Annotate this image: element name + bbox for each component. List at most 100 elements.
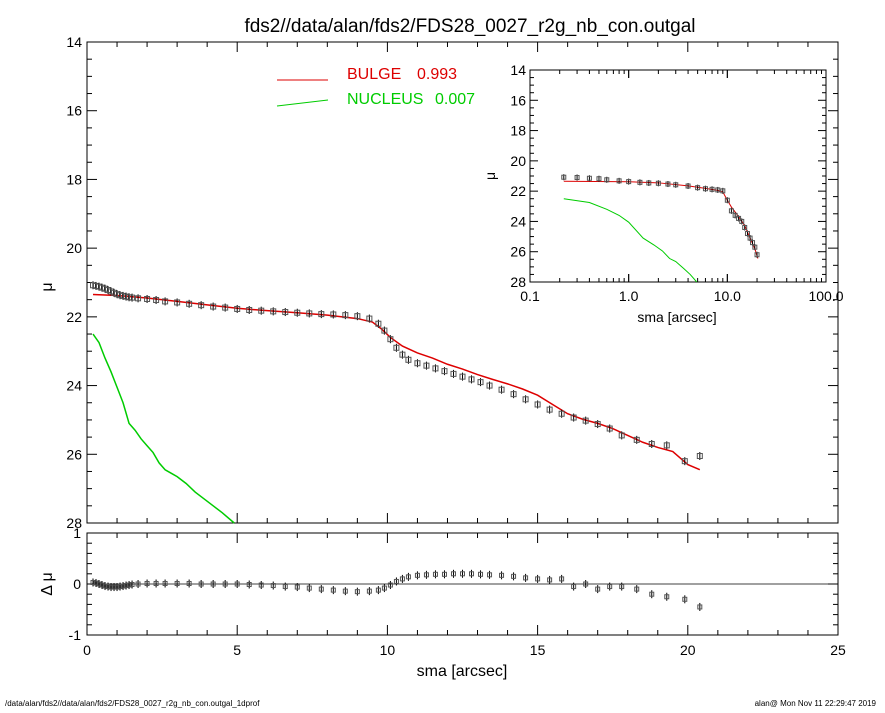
residual-point: [441, 571, 447, 577]
data-point: [450, 370, 457, 377]
data-point: [423, 362, 430, 369]
residual-point: [144, 580, 150, 586]
inset-data-point: [736, 215, 742, 221]
inset-y-tick-label: 22: [510, 183, 526, 199]
residual-x-tick-label: 15: [530, 642, 546, 658]
residual-y-tick-label: 1: [73, 525, 81, 541]
inset-data-point: [754, 252, 760, 258]
data-point: [477, 379, 484, 386]
data-point: [234, 305, 241, 312]
residual-point: [381, 585, 387, 591]
residual-point: [93, 580, 99, 586]
data-point: [126, 294, 133, 301]
data-point: [258, 307, 265, 314]
main-y-tick-label: 28: [66, 515, 82, 531]
data-point: [696, 453, 703, 460]
residual-point: [342, 588, 348, 594]
data-point: [375, 320, 382, 327]
data-point: [318, 311, 325, 318]
data-point: [120, 292, 127, 299]
residual-point: [523, 575, 529, 581]
inset-y-axis-label: μ: [482, 172, 498, 180]
main-y-tick-label: 20: [66, 240, 82, 256]
residual-point: [330, 587, 336, 593]
residual-point: [607, 584, 613, 590]
data-point: [123, 293, 130, 300]
data-point: [129, 294, 136, 301]
data-point: [648, 440, 655, 447]
inset-data-point: [715, 187, 721, 193]
inset-x-tick-label: 0.1: [520, 288, 540, 304]
data-point: [498, 386, 505, 393]
residual-series-group: [87, 569, 838, 611]
residual-point: [135, 581, 141, 587]
legend-bulge-value: 0.993: [417, 66, 457, 83]
residual-point: [682, 596, 688, 602]
inset-x-tick-label: 1.0: [619, 288, 639, 304]
residual-y-axis-label: Δ μ: [39, 572, 56, 595]
data-point: [114, 291, 121, 298]
data-point: [330, 311, 337, 318]
residual-point: [487, 572, 493, 578]
data-point: [354, 313, 361, 320]
data-point: [432, 365, 439, 372]
data-point: [174, 299, 181, 306]
data-point: [153, 297, 160, 304]
main-y-tick-label: 24: [66, 378, 82, 394]
data-point: [681, 458, 688, 465]
main-y-tick-label: 26: [66, 446, 82, 462]
residual-x-tick-label: 25: [830, 642, 846, 658]
residual-y-tick-label: 0: [73, 576, 81, 592]
main-y-tick-label: 14: [66, 34, 82, 50]
residual-point: [111, 584, 117, 590]
residual-point: [270, 583, 276, 589]
inset-y-tick-label: 26: [510, 244, 526, 260]
inset-data-point: [750, 240, 756, 246]
data-point: [162, 298, 169, 305]
inset-y-tick-label: 16: [510, 92, 526, 108]
residual-point: [697, 604, 703, 610]
data-point: [270, 308, 277, 315]
data-point: [342, 312, 349, 319]
inset-data-point: [747, 235, 753, 241]
data-point: [96, 283, 103, 290]
residual-panel: 0 5 10 15 20 25-101 Δ μ sma [arcsec]: [39, 525, 846, 680]
residual-point: [595, 586, 601, 592]
residual-point: [246, 582, 252, 588]
residual-point: [393, 578, 399, 584]
residual-point: [129, 582, 135, 588]
residual-point: [399, 576, 405, 582]
residual-point: [105, 584, 111, 590]
chart-title: fds2//data/alan/fds2/FDS28_0027_r2g_nb_c…: [244, 16, 695, 37]
inset-data-point: [586, 175, 592, 181]
residual-point: [258, 582, 264, 588]
inset-data-point: [724, 197, 730, 203]
main-y-ticks: 14 16 18 20 22 24 26 28: [66, 34, 839, 531]
footer-left: /data/alan/fds2//data/alan/fds2/FDS28_00…: [5, 699, 260, 708]
inset-background: [530, 70, 826, 282]
data-point: [294, 309, 301, 316]
inset-data-point: [728, 208, 734, 214]
data-point: [633, 436, 640, 443]
inset-panel: 14 16 18 20 22 24 26 280.1 1.0 10.0 100.0 μ sma [a…: [482, 62, 844, 325]
main-y-axis-label: μ: [39, 282, 56, 291]
data-point: [105, 287, 112, 294]
residual-point: [210, 581, 216, 587]
residual-point: [162, 580, 168, 586]
data-point: [366, 315, 373, 322]
data-point: [558, 410, 565, 417]
data-point: [582, 417, 589, 424]
residual-point: [387, 582, 393, 588]
data-point: [108, 288, 115, 295]
data-point: [102, 285, 109, 292]
residual-point: [571, 584, 577, 590]
residual-point: [153, 580, 159, 586]
main-y-tick-label: 22: [66, 309, 82, 325]
data-point: [441, 368, 448, 375]
residual-point: [90, 579, 96, 585]
inset-data-point: [596, 176, 602, 182]
main-y-tick-label: 18: [66, 171, 82, 187]
residual-point: [117, 584, 123, 590]
data-point: [510, 391, 517, 398]
